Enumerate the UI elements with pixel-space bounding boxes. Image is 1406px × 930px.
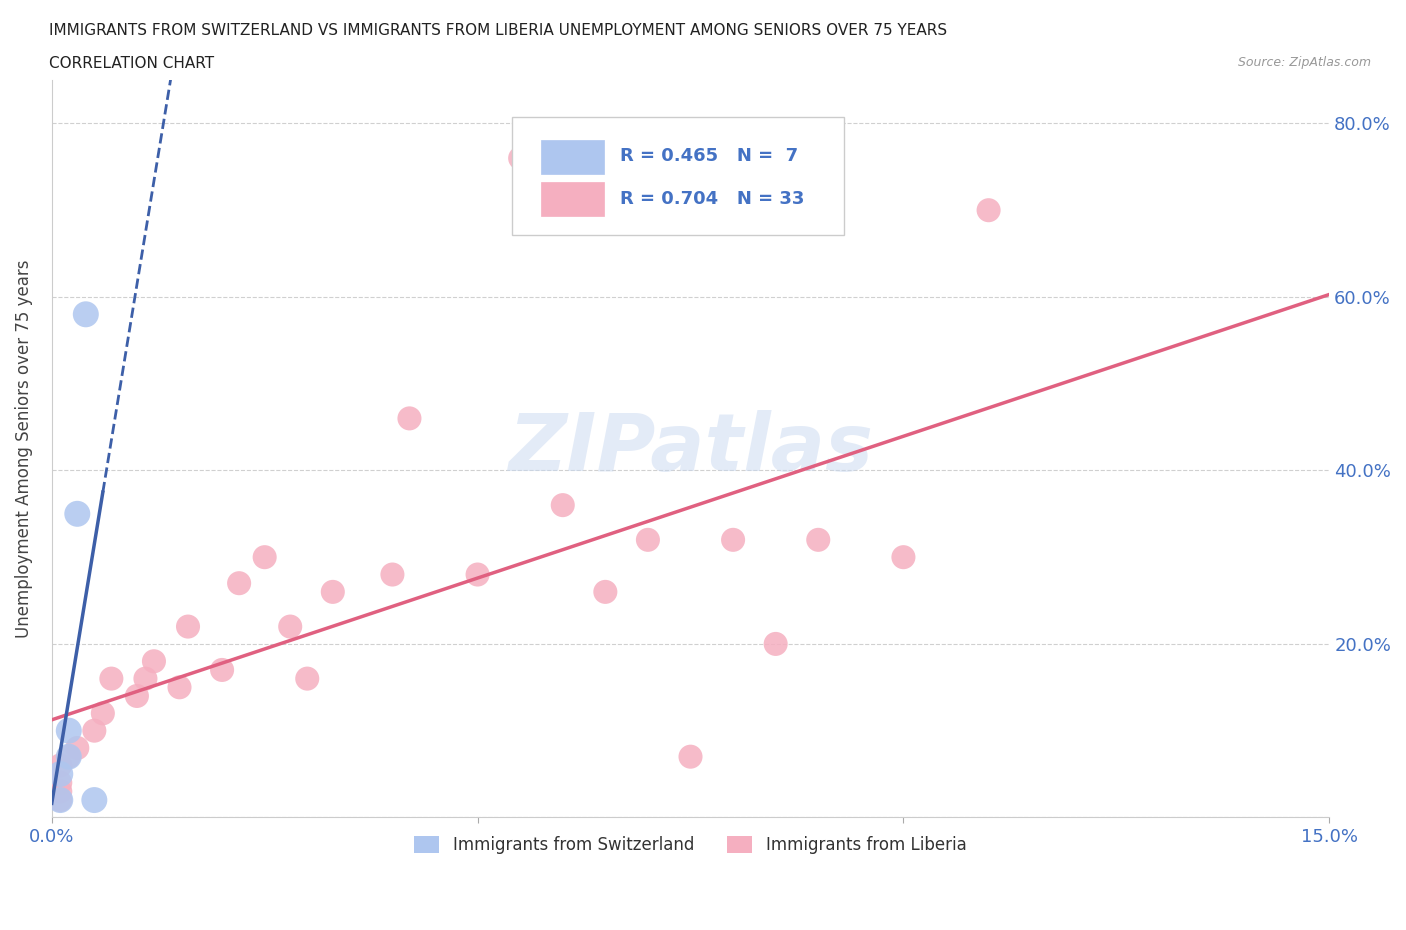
Point bbox=[58, 750, 80, 764]
Point bbox=[467, 567, 489, 582]
Point bbox=[49, 766, 72, 781]
Point bbox=[49, 792, 72, 807]
Legend: Immigrants from Switzerland, Immigrants from Liberia: Immigrants from Switzerland, Immigrants … bbox=[408, 830, 973, 860]
Point bbox=[66, 506, 89, 521]
Point bbox=[58, 724, 80, 738]
Point bbox=[595, 584, 617, 599]
Point bbox=[637, 532, 659, 547]
Text: R = 0.704   N = 33: R = 0.704 N = 33 bbox=[620, 190, 804, 207]
Text: ZIPatlas: ZIPatlas bbox=[508, 410, 873, 487]
Point bbox=[91, 706, 114, 721]
Text: R = 0.465   N =  7: R = 0.465 N = 7 bbox=[620, 147, 799, 165]
Point bbox=[253, 550, 276, 565]
Text: IMMIGRANTS FROM SWITZERLAND VS IMMIGRANTS FROM LIBERIA UNEMPLOYMENT AMONG SENIOR: IMMIGRANTS FROM SWITZERLAND VS IMMIGRANT… bbox=[49, 23, 948, 38]
Point bbox=[75, 307, 97, 322]
Point bbox=[893, 550, 915, 565]
Point bbox=[142, 654, 165, 669]
Point bbox=[66, 740, 89, 755]
Point bbox=[721, 532, 744, 547]
Point bbox=[679, 750, 702, 764]
FancyBboxPatch shape bbox=[541, 140, 603, 174]
Point bbox=[49, 758, 72, 773]
Point bbox=[278, 619, 301, 634]
Point bbox=[765, 636, 787, 651]
Point bbox=[83, 724, 105, 738]
Point bbox=[134, 671, 156, 686]
Point bbox=[177, 619, 200, 634]
Point bbox=[49, 792, 72, 807]
FancyBboxPatch shape bbox=[541, 182, 603, 216]
Point bbox=[211, 662, 233, 677]
Point bbox=[83, 792, 105, 807]
Point bbox=[58, 750, 80, 764]
Point bbox=[551, 498, 574, 512]
Point bbox=[398, 411, 420, 426]
Point bbox=[228, 576, 250, 591]
Point bbox=[100, 671, 122, 686]
Point bbox=[509, 151, 531, 166]
Point bbox=[49, 776, 72, 790]
Point bbox=[49, 784, 72, 799]
Text: CORRELATION CHART: CORRELATION CHART bbox=[49, 56, 214, 71]
Point bbox=[381, 567, 404, 582]
Text: Source: ZipAtlas.com: Source: ZipAtlas.com bbox=[1237, 56, 1371, 69]
Point bbox=[807, 532, 830, 547]
Point bbox=[125, 688, 148, 703]
FancyBboxPatch shape bbox=[512, 117, 844, 235]
Point bbox=[977, 203, 1000, 218]
Point bbox=[297, 671, 319, 686]
Point bbox=[322, 584, 344, 599]
Point bbox=[169, 680, 191, 695]
Y-axis label: Unemployment Among Seniors over 75 years: Unemployment Among Seniors over 75 years bbox=[15, 259, 32, 638]
